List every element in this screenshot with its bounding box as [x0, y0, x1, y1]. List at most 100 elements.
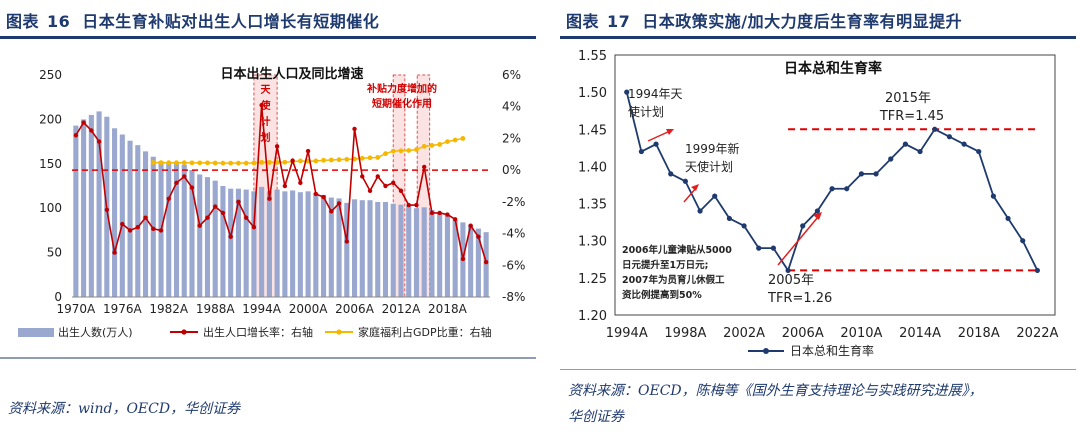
bar-1990: [228, 188, 234, 297]
x-tick-label: 2006A: [335, 302, 375, 316]
x-tick-label: 1970A: [56, 302, 96, 316]
growth-point-1996: [274, 144, 280, 149]
figure-number: 17: [607, 12, 631, 31]
welfare-point-2016: [429, 143, 435, 148]
bar-2023: [483, 232, 489, 297]
growth-point-1988: [213, 204, 218, 209]
tfr-point-2015: [932, 126, 938, 132]
welfare-point-1996: [274, 159, 280, 165]
figure-16: 图表 16 日本生育补贴对出生人口增长有短期催化 250 200 150 100 50 0 6%…: [0, 12, 536, 417]
tfr-point-2007: [814, 208, 820, 214]
bar-2002: [321, 194, 327, 297]
y-left-tick-label: 150: [39, 157, 62, 171]
bar-1985: [189, 170, 195, 297]
welfare-point-2020: [460, 136, 466, 141]
welfare-point-2003: [328, 157, 334, 163]
annotation-line: 短期催化作用: [372, 97, 432, 110]
growth-point-1983: [174, 180, 179, 186]
bar-1971: [81, 119, 87, 298]
growth-point-2018: [445, 212, 450, 217]
growth-point-1986: [197, 223, 202, 228]
tfr-point-2003: [756, 245, 762, 251]
growth-point-2001: [313, 191, 319, 197]
growth-point-2016: [429, 210, 435, 216]
arrowhead-1994: [666, 129, 674, 135]
y-tick-label: 1.20: [578, 309, 607, 324]
tfr-point-2022: [1034, 267, 1040, 274]
welfare-point-1990: [228, 160, 234, 166]
annotation-line: 补贴力度增加的: [366, 82, 437, 95]
growth-point-2013: [406, 202, 411, 208]
welfare-point-1992: [243, 160, 249, 166]
arrow-1999: [683, 187, 697, 203]
bar-1982: [166, 162, 172, 297]
x-tick-label: 1994A: [242, 302, 282, 316]
tfr-point-2018: [976, 148, 982, 155]
bar-2001: [313, 193, 319, 297]
y-right-tick-label: -4%: [502, 227, 525, 241]
y-left-tick-label: 200: [39, 112, 62, 126]
growth-point-2006: [352, 126, 357, 132]
tfr-point-2019: [990, 193, 996, 199]
growth-point-2020: [460, 256, 466, 262]
growth-point-2011: [391, 180, 396, 186]
title-rule: [560, 36, 1076, 39]
welfare-point-2018: [445, 139, 450, 144]
annotation-1994-line2: 使计划: [628, 104, 664, 119]
welfare-point-1999: [297, 158, 303, 164]
arrowhead-1999: [691, 184, 699, 191]
x-tick-label: 2012A: [382, 302, 422, 316]
tfr-point-1996: [653, 141, 659, 147]
growth-point-2008: [367, 188, 373, 193]
welfare-point-1991: [236, 160, 241, 166]
x-tick-label: 2014A: [899, 326, 941, 341]
bar-1988: [212, 180, 218, 297]
welfare-point-2008: [367, 155, 373, 161]
y-left-tick-label: 250: [39, 68, 62, 82]
welfare-point-2019: [452, 137, 458, 143]
growth-point-1982: [166, 196, 171, 201]
growth-point-1976: [120, 221, 125, 227]
growth-point-2010: [383, 183, 388, 189]
growth-point-2009: [375, 174, 380, 179]
y-tick-label: 1.45: [578, 123, 607, 138]
growth-point-1987: [205, 215, 210, 220]
bar-1978: [135, 145, 141, 297]
bar-1994: [259, 186, 265, 297]
welfare-point-2017: [437, 142, 443, 147]
growth-point-1994: [259, 102, 264, 108]
bar-2009: [375, 201, 381, 297]
welfare-point-1993: [251, 160, 257, 166]
tfr-point-1999: [697, 208, 703, 214]
growth-point-1972: [89, 128, 94, 133]
bar-2005: [344, 202, 350, 297]
arrowhead-2006: [813, 212, 822, 220]
legend-marker-growth: [181, 329, 187, 335]
source-note-line1: 资料来源：OECD，陈梅等《国外生育支持理论与实践研究进展》，: [568, 383, 983, 399]
arrow-2006: [777, 216, 819, 266]
welfare-point-1981: [158, 160, 164, 166]
growth-point-2014: [414, 202, 419, 208]
bar-1989: [220, 186, 226, 297]
highlight-label-char: 天: [261, 84, 272, 96]
tfr-point-2012: [888, 156, 894, 162]
y-right-tick-label: 0%: [502, 163, 521, 177]
annotation-1999-line1: 1999年新: [685, 141, 740, 156]
bar-2022: [475, 228, 481, 297]
welfare-point-1989: [220, 160, 226, 166]
growth-point-1974: [104, 207, 110, 212]
y-right-tick-label: -2%: [502, 195, 525, 209]
bar-2008: [367, 200, 373, 297]
welfare-point-2001: [313, 158, 319, 164]
growth-point-1992: [243, 215, 249, 220]
growth-point-2022: [476, 234, 481, 239]
welfare-point-1988: [212, 160, 218, 166]
tfr-point-2004: [770, 245, 776, 251]
annotation-2005-line1: 2005年: [768, 273, 814, 288]
figure-label: 图表: [566, 12, 600, 31]
annotation-2015-line2: TFR=1.45: [879, 109, 944, 124]
bar-1972: [88, 114, 94, 298]
welfare-point-1994: [259, 159, 265, 165]
welfare-point-2015: [421, 143, 427, 149]
x-tick-label: 1982A: [149, 302, 189, 316]
